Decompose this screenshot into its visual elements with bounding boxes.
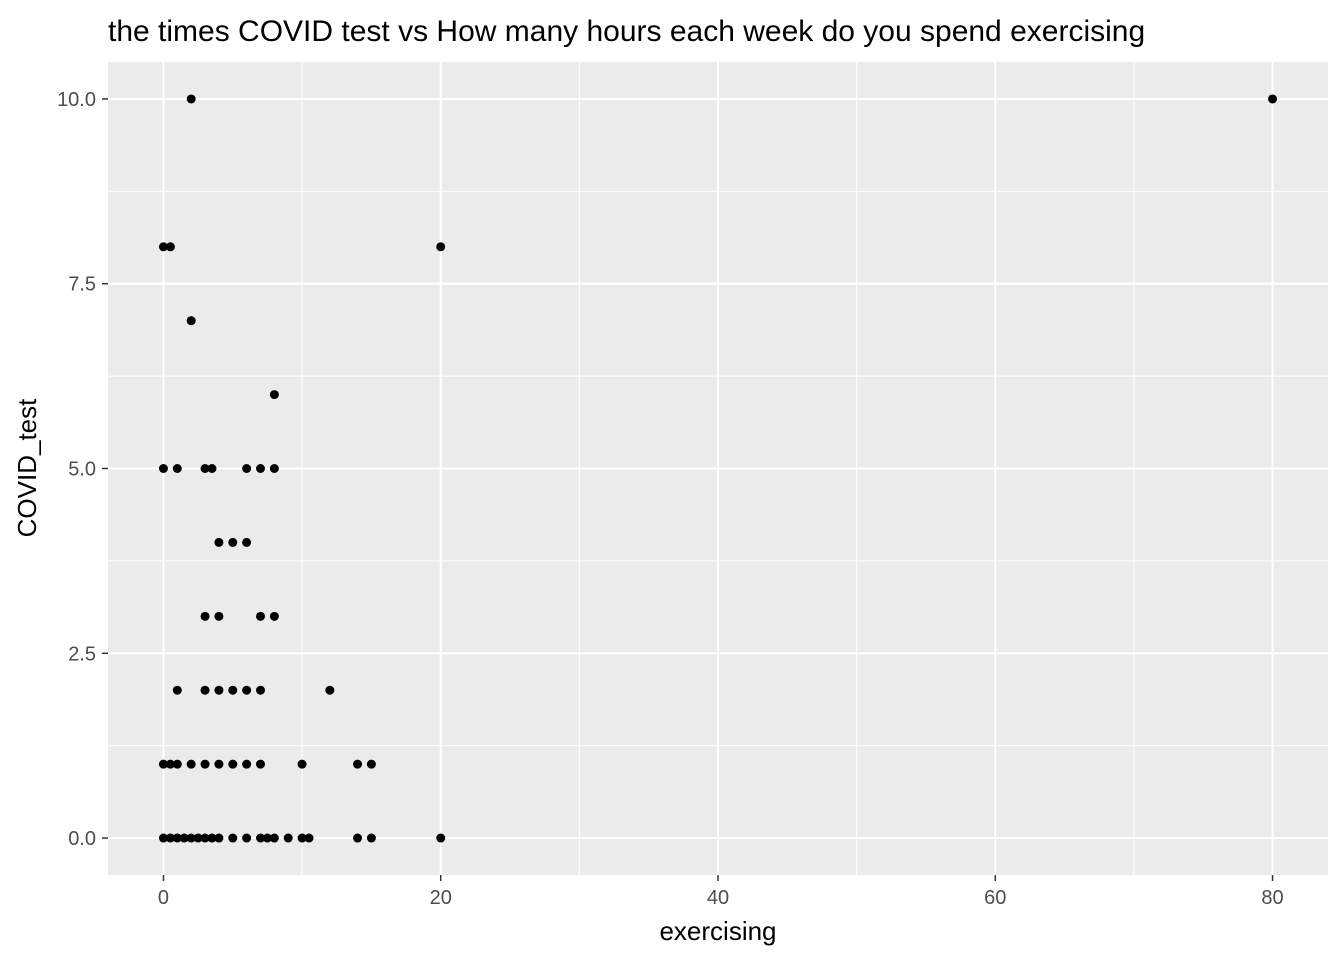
data-point [200,464,210,473]
x-tick-label: 0 [158,887,169,909]
data-point [353,759,363,769]
data-point [353,833,363,843]
data-point [186,94,196,104]
data-point [228,759,238,769]
data-point [242,464,252,473]
x-axis-title: exercising [659,916,776,946]
data-point [172,464,182,473]
data-point [200,759,210,769]
data-point [228,537,238,547]
y-axis-title: COVID_test [12,398,42,537]
data-point [158,242,168,252]
data-point [269,833,279,843]
data-point [228,685,238,695]
data-point [256,759,265,769]
data-point [1268,94,1278,104]
data-point [256,611,265,621]
data-point [200,611,210,621]
data-point [304,833,314,843]
data-points [158,94,1278,843]
data-point [262,833,272,843]
data-point [165,833,175,843]
data-point [214,759,224,769]
data-point [172,685,182,695]
data-point [179,833,189,843]
data-point [436,833,446,843]
data-point [366,759,376,769]
data-point [172,833,182,843]
data-point [325,685,335,695]
data-point [158,759,168,769]
x-tick-label: 20 [430,887,452,909]
data-point [256,464,265,473]
y-tick-label: 7.5 [68,274,96,296]
data-point [283,833,293,843]
data-point [158,464,168,473]
y-axis: 0.0 2.5 5.0 7.5 10.0 [57,89,108,850]
data-point [158,833,168,843]
data-point [186,316,196,326]
data-point [193,833,203,843]
data-point [242,833,252,843]
data-point [200,833,210,843]
data-point [214,833,224,843]
data-point [207,464,217,473]
data-point [165,242,175,252]
x-tick-label: 40 [707,887,729,909]
data-point [256,685,265,695]
data-point [214,685,224,695]
data-point [297,759,307,769]
data-point [269,464,279,473]
y-tick-label: 5.0 [68,459,96,481]
data-point [256,833,265,843]
data-point [172,759,182,769]
data-point [366,833,376,843]
y-tick-label: 0.0 [68,828,96,850]
major-grid [108,62,1328,875]
data-point [207,833,217,843]
chart-title: the times COVID test vs How many hours e… [108,15,1145,48]
x-tick-label: 80 [1261,887,1283,909]
data-point [186,833,196,843]
data-point [242,685,252,695]
data-point [186,759,196,769]
y-tick-label: 2.5 [68,643,96,665]
data-point [436,242,446,252]
x-tick-label: 60 [984,887,1006,909]
data-point [214,611,224,621]
data-point [297,833,307,843]
data-point [269,390,279,400]
data-point [200,685,210,695]
data-point [242,759,252,769]
data-point [269,611,279,621]
data-point [165,759,175,769]
x-axis: 0 20 40 60 80 [158,875,1284,909]
data-point [228,833,238,843]
data-point [242,537,252,547]
data-point [214,537,224,547]
y-tick-label: 10.0 [57,89,96,111]
